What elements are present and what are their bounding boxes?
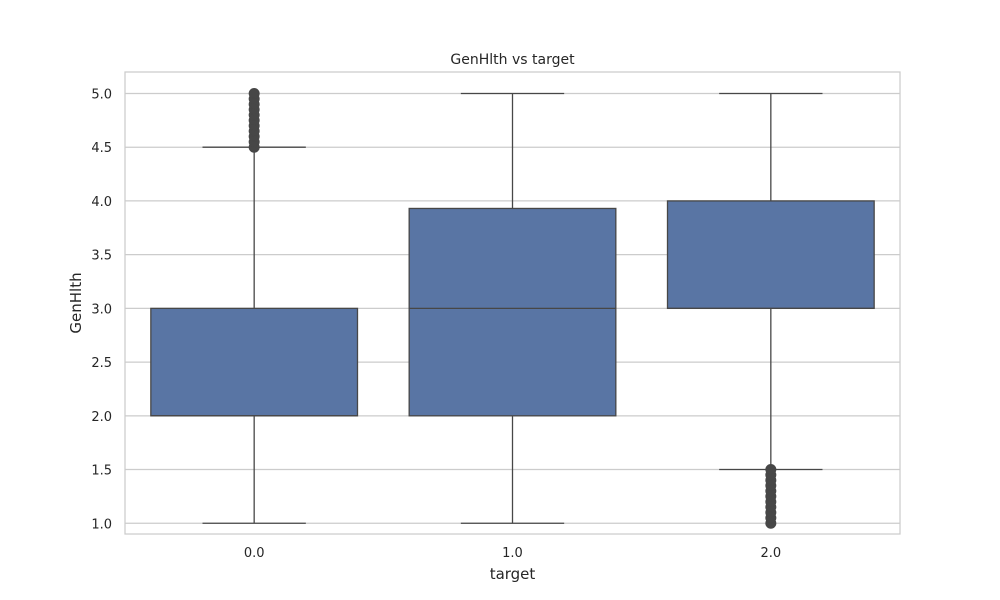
- y-tick-label: 2.0: [91, 410, 112, 425]
- x-tick-label: 2.0: [760, 546, 781, 561]
- x-tick-label: 0.0: [244, 546, 265, 561]
- box-group-0.0: [150, 87, 359, 524]
- x-tick-labels: 0.0 1.0 2.0: [244, 546, 781, 561]
- box-layer: [150, 87, 875, 529]
- x-axis-label: target: [490, 565, 536, 583]
- y-tick-label: 2.5: [91, 356, 112, 371]
- box: [150, 307, 359, 417]
- y-tick-label: 1.5: [91, 464, 112, 479]
- y-tick-label: 3.0: [91, 302, 112, 317]
- box-group-1.0: [408, 92, 617, 524]
- box-group-2.0: [666, 92, 875, 529]
- chart-title: GenHlth vs target: [450, 52, 575, 68]
- plot-frame: [124, 71, 901, 535]
- outlier-point: [765, 464, 777, 476]
- y-tick-label: 1.0: [91, 517, 112, 532]
- y-tick-label: 4.0: [91, 195, 112, 210]
- box: [408, 207, 617, 417]
- y-tick-label: 4.5: [91, 141, 112, 156]
- y-tick-labels: 1.0 1.5 2.0 2.5 3.0 3.5 4.0 4.5 5.0: [91, 87, 112, 532]
- box: [666, 200, 875, 310]
- y-tick-label: 5.0: [91, 87, 112, 102]
- x-tick-label: 1.0: [502, 546, 523, 561]
- outlier-point: [248, 87, 260, 99]
- y-tick-label: 3.5: [91, 249, 112, 264]
- y-axis-label: GenHlth: [67, 272, 85, 333]
